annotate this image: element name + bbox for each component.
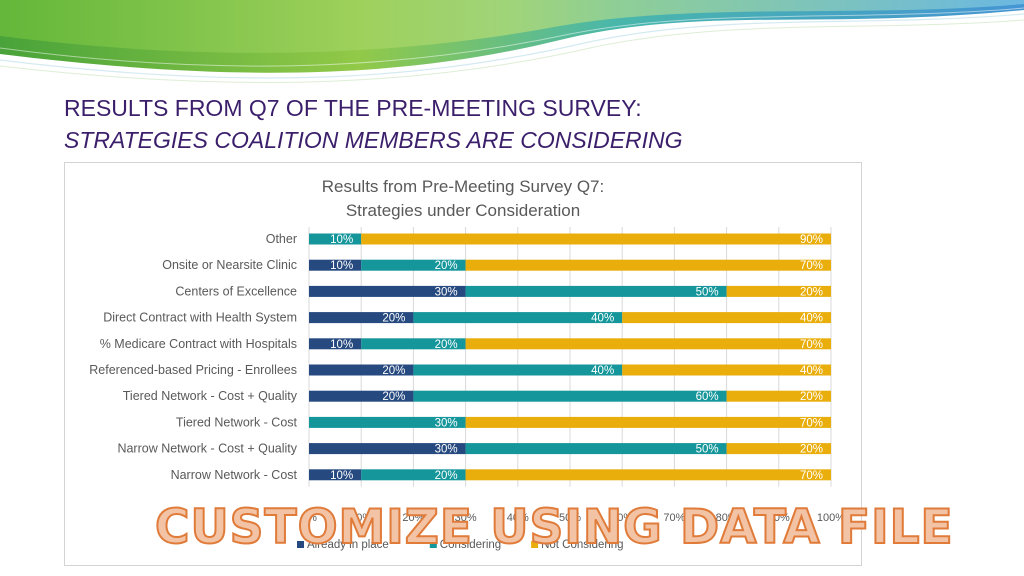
- x-tick-label: 70%: [663, 512, 685, 524]
- bar-segment: [726, 390, 831, 402]
- category-label: Tiered Network - Cost + Quality: [123, 389, 298, 403]
- data-label: 50%: [696, 444, 719, 456]
- data-label: 20%: [800, 391, 823, 403]
- legend-label: Considering: [440, 539, 501, 551]
- bar-segment: [413, 390, 727, 402]
- data-label: 40%: [591, 365, 614, 377]
- x-tick-label: 30%: [455, 512, 477, 524]
- data-label: 20%: [435, 260, 458, 272]
- slide-title-line1: RESULTS FROM Q7 OF THE PRE-MEETING SURVE…: [64, 95, 642, 121]
- data-label: 30%: [435, 417, 458, 429]
- data-label: 20%: [435, 339, 458, 351]
- data-label: 40%: [591, 313, 614, 325]
- data-label: 40%: [800, 313, 823, 325]
- chart-title-line: Results from Pre-Meeting Survey Q7:: [322, 177, 604, 196]
- bar-segment: [465, 285, 727, 297]
- x-tick-label: 0%: [301, 512, 317, 524]
- category-label: Onsite or Nearsite Clinic: [162, 258, 297, 272]
- x-tick-label: 20%: [402, 512, 424, 524]
- legend-swatch: [429, 541, 437, 548]
- slide-title: RESULTS FROM Q7 OF THE PRE-MEETING SURVE…: [64, 92, 683, 156]
- x-tick-label: 10%: [350, 512, 372, 524]
- data-label: 40%: [800, 365, 823, 377]
- decorative-wave-banner: [0, 0, 1024, 83]
- bar-segment: [465, 338, 831, 350]
- category-label: Tiered Network - Cost: [176, 415, 298, 429]
- data-label: 70%: [800, 417, 823, 429]
- bar-segment: [622, 364, 831, 376]
- category-label: % Medicare Contract with Hospitals: [100, 337, 297, 351]
- data-label: 30%: [435, 444, 458, 456]
- bar-segment: [309, 312, 414, 324]
- data-label: 20%: [382, 391, 405, 403]
- bar-segment: [309, 233, 362, 245]
- bar-segment: [465, 259, 831, 271]
- data-label: 20%: [800, 286, 823, 298]
- data-label: 20%: [435, 470, 458, 482]
- category-label: Narrow Network - Cost: [171, 468, 298, 482]
- bar-segment: [309, 416, 466, 428]
- bar-segment: [309, 443, 466, 455]
- data-label: 60%: [696, 391, 719, 403]
- data-label: 10%: [330, 470, 353, 482]
- bar-segment: [465, 469, 831, 481]
- bar-segment: [465, 416, 831, 428]
- data-label: 20%: [382, 313, 405, 325]
- bar-segment: [465, 443, 727, 455]
- customize-watermark: CUSTOMIZE USING DATA FILE: [154, 499, 954, 556]
- bar-segment: [726, 443, 831, 455]
- x-tick-label: 90%: [768, 512, 790, 524]
- data-label: 90%: [800, 234, 823, 246]
- bar-segment: [309, 259, 362, 271]
- bar-segment: [413, 364, 623, 376]
- bar-segment: [309, 285, 466, 297]
- bar-segment: [413, 312, 623, 324]
- chart-title-line: Strategies under Consideration: [346, 201, 580, 220]
- bar-segment: [361, 233, 831, 245]
- bar-segment: [361, 259, 466, 271]
- bar-segment: [309, 364, 414, 376]
- category-label: Direct Contract with Health System: [103, 311, 297, 325]
- x-tick-label: 40%: [507, 512, 529, 524]
- category-label: Centers of Excellence: [175, 284, 297, 298]
- data-label: 10%: [330, 234, 353, 246]
- bar-segment: [726, 285, 831, 297]
- x-tick-label: 80%: [716, 512, 738, 524]
- stacked-bar-chart: Results from Pre-Meeting Survey Q7: Strat…: [89, 177, 845, 551]
- data-label: 10%: [330, 260, 353, 272]
- data-label: 20%: [382, 365, 405, 377]
- data-label: 10%: [330, 339, 353, 351]
- data-label: 70%: [800, 339, 823, 351]
- bar-segment: [361, 469, 466, 481]
- data-label: 20%: [800, 444, 823, 456]
- x-tick-label: 100%: [817, 512, 845, 524]
- bar-segment: [309, 338, 362, 350]
- x-tick-label: 50%: [559, 512, 581, 524]
- bar-segment: [309, 390, 414, 402]
- legend-label: Already in place: [307, 539, 389, 551]
- x-tick-label: 60%: [611, 512, 633, 524]
- legend-swatch: [531, 541, 539, 548]
- category-label: Other: [266, 232, 297, 246]
- chart-frame: Results from Pre-Meeting Survey Q7: Strat…: [64, 162, 862, 566]
- bar-segment: [309, 469, 362, 481]
- bar-segment: [622, 312, 831, 324]
- data-label: 70%: [800, 470, 823, 482]
- data-label: 50%: [696, 286, 719, 298]
- slide-title-line2: STRATEGIES COALITION MEMBERS ARE CONSIDE…: [64, 127, 683, 153]
- category-label: Referenced-based Pricing - Enrollees: [89, 363, 297, 377]
- data-label: 70%: [800, 260, 823, 272]
- data-label: 30%: [435, 286, 458, 298]
- legend-label: Not Considering: [541, 539, 623, 551]
- bar-segment: [361, 338, 466, 350]
- legend-swatch: [297, 541, 304, 548]
- category-label: Narrow Network - Cost + Quality: [117, 442, 297, 456]
